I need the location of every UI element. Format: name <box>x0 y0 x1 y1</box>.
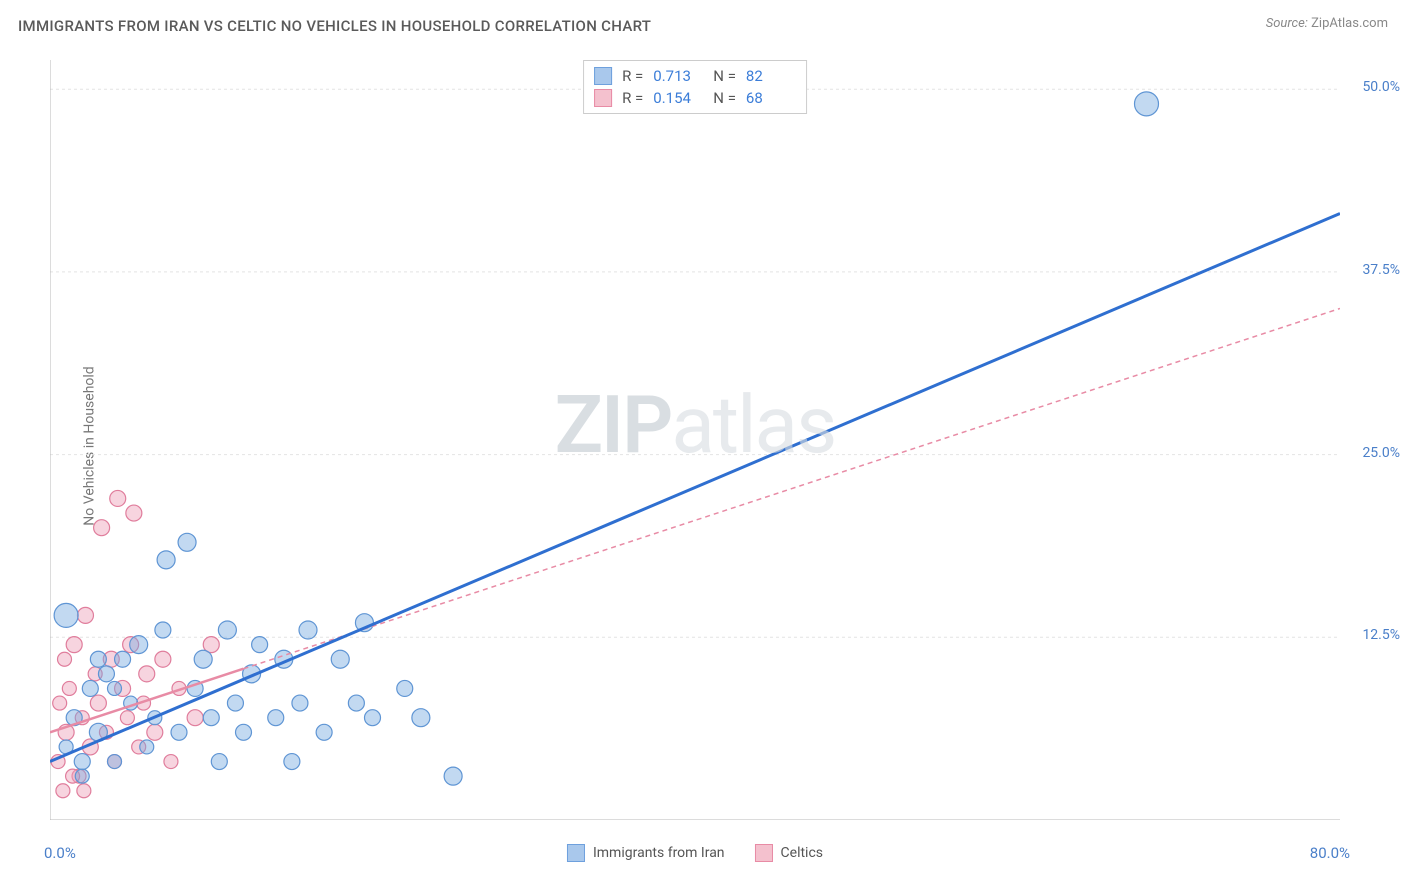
legend-swatch <box>567 844 585 862</box>
chart-area: ZIPatlas R =0.713 N =82 R =0.154 N =68 I… <box>50 60 1340 820</box>
series-legend: Immigrants from Iran Celtics <box>567 844 823 862</box>
chart-title: IMMIGRANTS FROM IRAN VS CELTIC NO VEHICL… <box>18 17 651 35</box>
y-tick-label: 37.5% <box>1362 262 1400 278</box>
y-tick-label: 12.5% <box>1362 627 1400 643</box>
stats-row: R =0.713 N =82 <box>594 65 796 87</box>
stats-row: R =0.154 N =68 <box>594 87 796 109</box>
stats-legend: R =0.713 N =82 R =0.154 N =68 <box>583 60 807 114</box>
legend-swatch <box>594 89 612 107</box>
y-tick-label: 50.0% <box>1362 79 1400 95</box>
legend-swatch <box>755 844 773 862</box>
legend-item: Immigrants from Iran <box>567 844 725 862</box>
legend-item: Celtics <box>755 844 823 862</box>
legend-swatch <box>594 67 612 85</box>
x-max-label: 80.0% <box>1310 844 1350 862</box>
x-origin-label: 0.0% <box>44 844 76 862</box>
source-attribution: Source: ZipAtlas.com <box>1266 16 1388 31</box>
scatter-plot <box>50 60 1340 820</box>
y-tick-label: 25.0% <box>1362 445 1400 461</box>
